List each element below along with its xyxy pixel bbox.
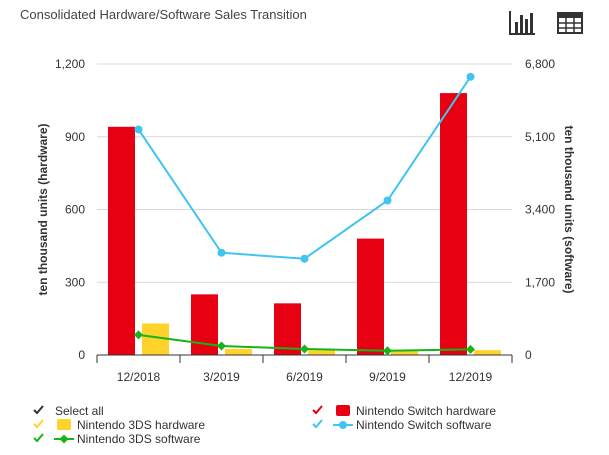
y-left-tick-label: 0 — [78, 348, 85, 362]
y-right-tick-label: 3,400 — [525, 203, 555, 217]
x-tick-label: 12/2018 — [117, 370, 161, 384]
chart-title: Consolidated Hardware/Software Sales Tra… — [20, 7, 307, 22]
legend-select-all: Select all — [55, 404, 104, 418]
line-switch-software — [137, 76, 472, 260]
y-right-tick-label: 0 — [525, 348, 532, 362]
y-left-tick-label: 300 — [65, 275, 85, 289]
y-left-tick-label: 900 — [65, 130, 85, 144]
bar-switch-hardware — [357, 238, 384, 355]
legend-checkbox-ds-sw[interactable] — [33, 433, 44, 443]
bar-3ds-hardware — [474, 350, 501, 355]
point-3ds-software — [466, 344, 475, 354]
point-3ds-software — [134, 330, 143, 340]
legend-label-ds-sw: Nintendo 3DS software — [77, 432, 201, 446]
legend-swatch-switch-hw — [336, 405, 350, 416]
point-3ds-software — [383, 346, 392, 356]
y-left-tick-label: 1,200 — [55, 57, 85, 71]
bar-3ds-hardware — [225, 348, 252, 355]
legend-checkbox-switch-hw[interactable] — [312, 405, 323, 415]
bar-3ds-hardware — [391, 350, 418, 355]
point-switch-software — [217, 248, 226, 257]
bar-3ds-hardware — [308, 350, 335, 355]
point-switch-software — [300, 254, 309, 263]
point-switch-software — [466, 72, 475, 81]
y-right-axis-title: ten thousand units (software) — [562, 126, 576, 294]
legend-swatch-marker — [339, 421, 347, 429]
y-left-tick-label: 600 — [65, 203, 85, 217]
chart-toolbar — [505, 8, 587, 38]
legend-swatch-marker — [59, 434, 69, 444]
point-switch-software — [134, 125, 143, 134]
legend-checkbox-switch-sw[interactable] — [312, 419, 323, 429]
bar-switch-hardware — [274, 303, 301, 355]
select-all-checkbox[interactable] — [33, 405, 44, 415]
y-right-tick-label: 1,700 — [525, 275, 555, 289]
legend-label-switch-sw: Nintendo Switch software — [356, 418, 492, 432]
y-right-tick-label: 5,100 — [525, 130, 555, 144]
legend-label-ds-hw: Nintendo 3DS hardware — [77, 418, 205, 432]
x-tick-label: 3/2019 — [203, 370, 240, 384]
y-left-axis-title: ten thousand units (hardware) — [36, 123, 50, 295]
x-tick-label: 9/2019 — [369, 370, 406, 384]
x-tick-label: 6/2019 — [286, 370, 323, 384]
y-right-tick-label: 6,800 — [525, 57, 555, 71]
point-3ds-software — [300, 344, 309, 354]
bar-switch-hardware — [440, 93, 467, 355]
point-switch-software — [383, 196, 392, 205]
bar-chart-icon[interactable] — [505, 8, 539, 38]
legend-label-switch-hw: Nintendo Switch hardware — [356, 404, 496, 418]
x-tick-label: 12/2019 — [449, 370, 493, 384]
table-icon[interactable] — [553, 8, 587, 38]
legend-checkbox-ds-hw[interactable] — [33, 419, 44, 429]
point-3ds-software — [217, 341, 226, 351]
legend-swatch-ds-hw — [57, 419, 71, 430]
bar-switch-hardware — [108, 126, 135, 356]
